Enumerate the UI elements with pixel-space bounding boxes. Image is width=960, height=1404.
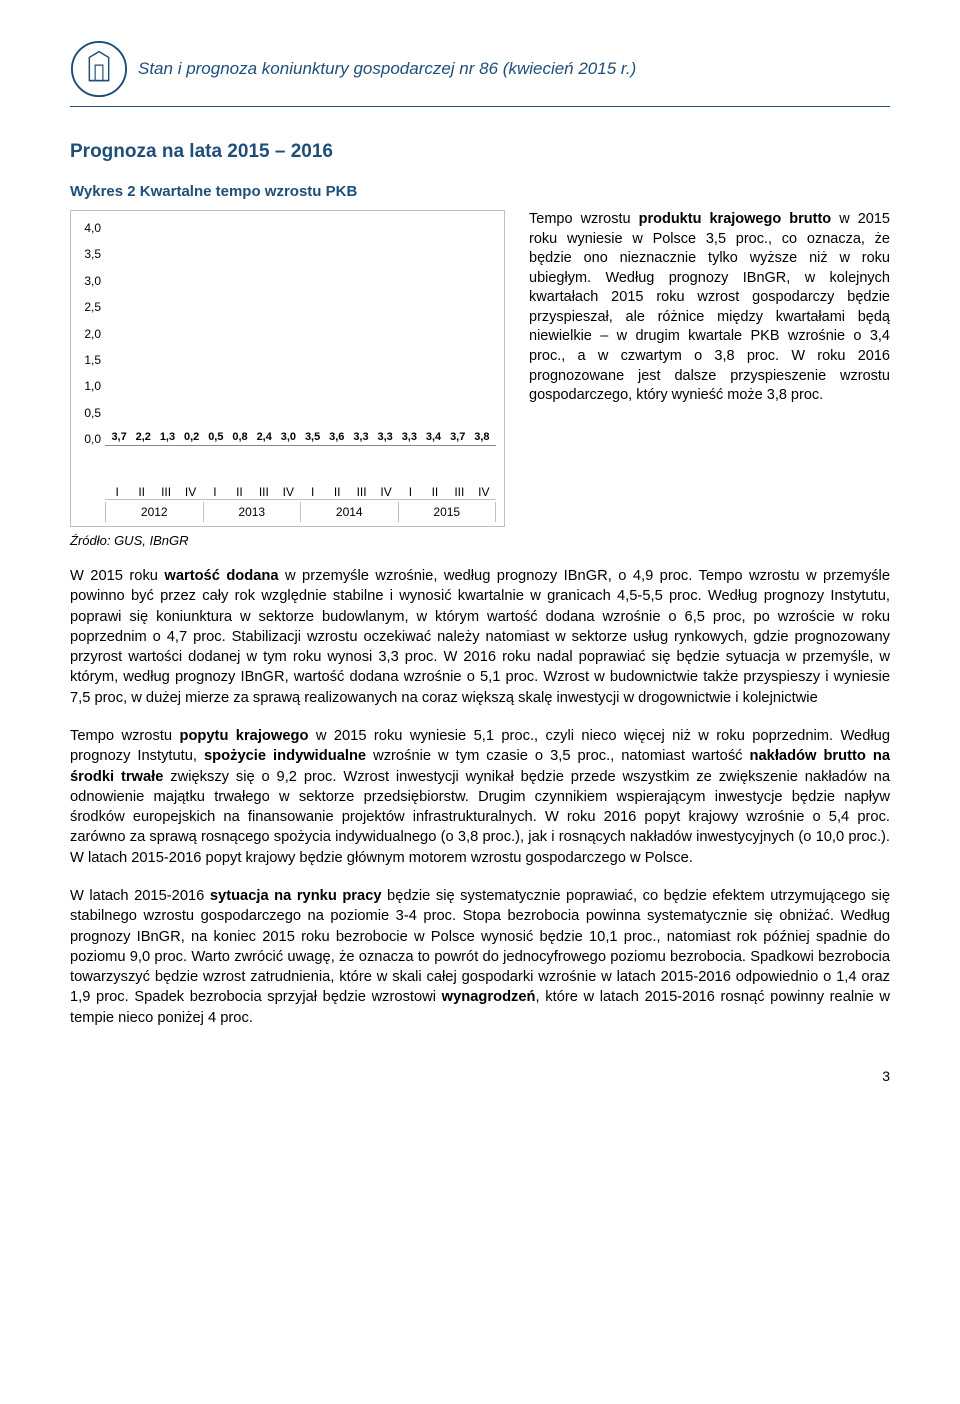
- x-quarter-label: IV: [472, 481, 496, 499]
- bar-value-label: 1,3: [160, 431, 175, 443]
- bar-value-label: 3,3: [353, 431, 368, 443]
- x-quarter-label: I: [301, 481, 325, 499]
- bar-value-label: 3,6: [329, 431, 344, 443]
- x-year-label: 2012: [105, 502, 204, 522]
- bar-value-label: 3,3: [402, 431, 417, 443]
- x-quarter-label: I: [398, 481, 422, 499]
- bar-value-label: 3,5: [305, 431, 320, 443]
- bar-value-label: 0,2: [184, 431, 199, 443]
- x-year-label: 2014: [301, 502, 399, 522]
- y-tick-label: 4,0: [84, 221, 101, 235]
- y-tick-label: 3,5: [84, 247, 101, 261]
- x-year-label: 2013: [204, 502, 302, 522]
- side-paragraph: Tempo wzrostu produktu krajowego brutto …: [529, 210, 890, 406]
- paragraph-2: Tempo wzrostu popytu krajowego w 2015 ro…: [70, 726, 890, 868]
- y-tick-label: 3,0: [84, 274, 101, 288]
- bar-value-label: 3,4: [426, 431, 441, 443]
- x-quarter-label: II: [129, 481, 153, 499]
- x-quarter-label: III: [154, 481, 178, 499]
- y-tick-label: 0,0: [84, 432, 101, 446]
- logo: [70, 40, 128, 98]
- y-tick-label: 2,5: [84, 300, 101, 314]
- y-tick-label: 2,0: [84, 327, 101, 341]
- x-quarter-label: I: [105, 481, 129, 499]
- bar-value-label: 3,7: [450, 431, 465, 443]
- bar-value-label: 0,5: [208, 431, 223, 443]
- bar-value-label: 3,0: [281, 431, 296, 443]
- x-quarter-label: I: [203, 481, 227, 499]
- section-title: Prognoza na lata 2015 – 2016: [70, 141, 890, 163]
- x-quarter-label: III: [349, 481, 373, 499]
- chart-source: Źródło: GUS, IBnGR: [70, 533, 505, 548]
- bar-value-label: 0,8: [232, 431, 247, 443]
- bar-value-label: 2,4: [257, 431, 272, 443]
- x-axis-years: 2012201320142015: [105, 502, 496, 522]
- x-quarter-label: IV: [178, 481, 202, 499]
- header-divider: [70, 106, 890, 107]
- y-tick-label: 0,5: [84, 406, 101, 420]
- bar-value-label: 3,8: [474, 431, 489, 443]
- x-axis-quarters: IIIIIIIVIIIIIIIVIIIIIIIVIIIIIIIV: [105, 481, 496, 499]
- chart-title: Wykres 2 Kwartalne tempo wzrostu PKB: [70, 183, 890, 200]
- bar-value-label: 3,7: [111, 431, 126, 443]
- x-quarter-label: II: [423, 481, 447, 499]
- chart-container: 4,0 3,5 3,0 2,5 2,0 1,5 1,0 0,5 0,0 3,7 2,2 1,3 0,2…: [70, 210, 505, 527]
- x-quarter-label: III: [447, 481, 471, 499]
- bar-value-label: 2,2: [136, 431, 151, 443]
- paragraph-3: W latach 2015-2016 sytuacja na rynku pra…: [70, 886, 890, 1028]
- header-title: Stan i prognoza koniunktury gospodarczej…: [138, 59, 636, 79]
- y-tick-label: 1,0: [84, 379, 101, 393]
- chart-plot: 3,7 2,2 1,3 0,2 0,5 0,8 2,4 3,0 3,5 3,6 3,3 3,3 3,3 3…: [105, 221, 496, 446]
- x-quarter-label: IV: [374, 481, 398, 499]
- x-year-label: 2015: [399, 502, 497, 522]
- y-axis: 4,0 3,5 3,0 2,5 2,0 1,5 1,0 0,5 0,0: [79, 221, 105, 446]
- x-quarter-label: IV: [276, 481, 300, 499]
- x-quarter-label: II: [325, 481, 349, 499]
- page-number: 3: [70, 1068, 890, 1084]
- y-tick-label: 1,5: [84, 353, 101, 367]
- x-quarter-label: II: [227, 481, 251, 499]
- paragraph-1: W 2015 roku wartość dodana w przemyśle w…: [70, 566, 890, 708]
- bar-value-label: 3,3: [378, 431, 393, 443]
- x-quarter-label: III: [252, 481, 276, 499]
